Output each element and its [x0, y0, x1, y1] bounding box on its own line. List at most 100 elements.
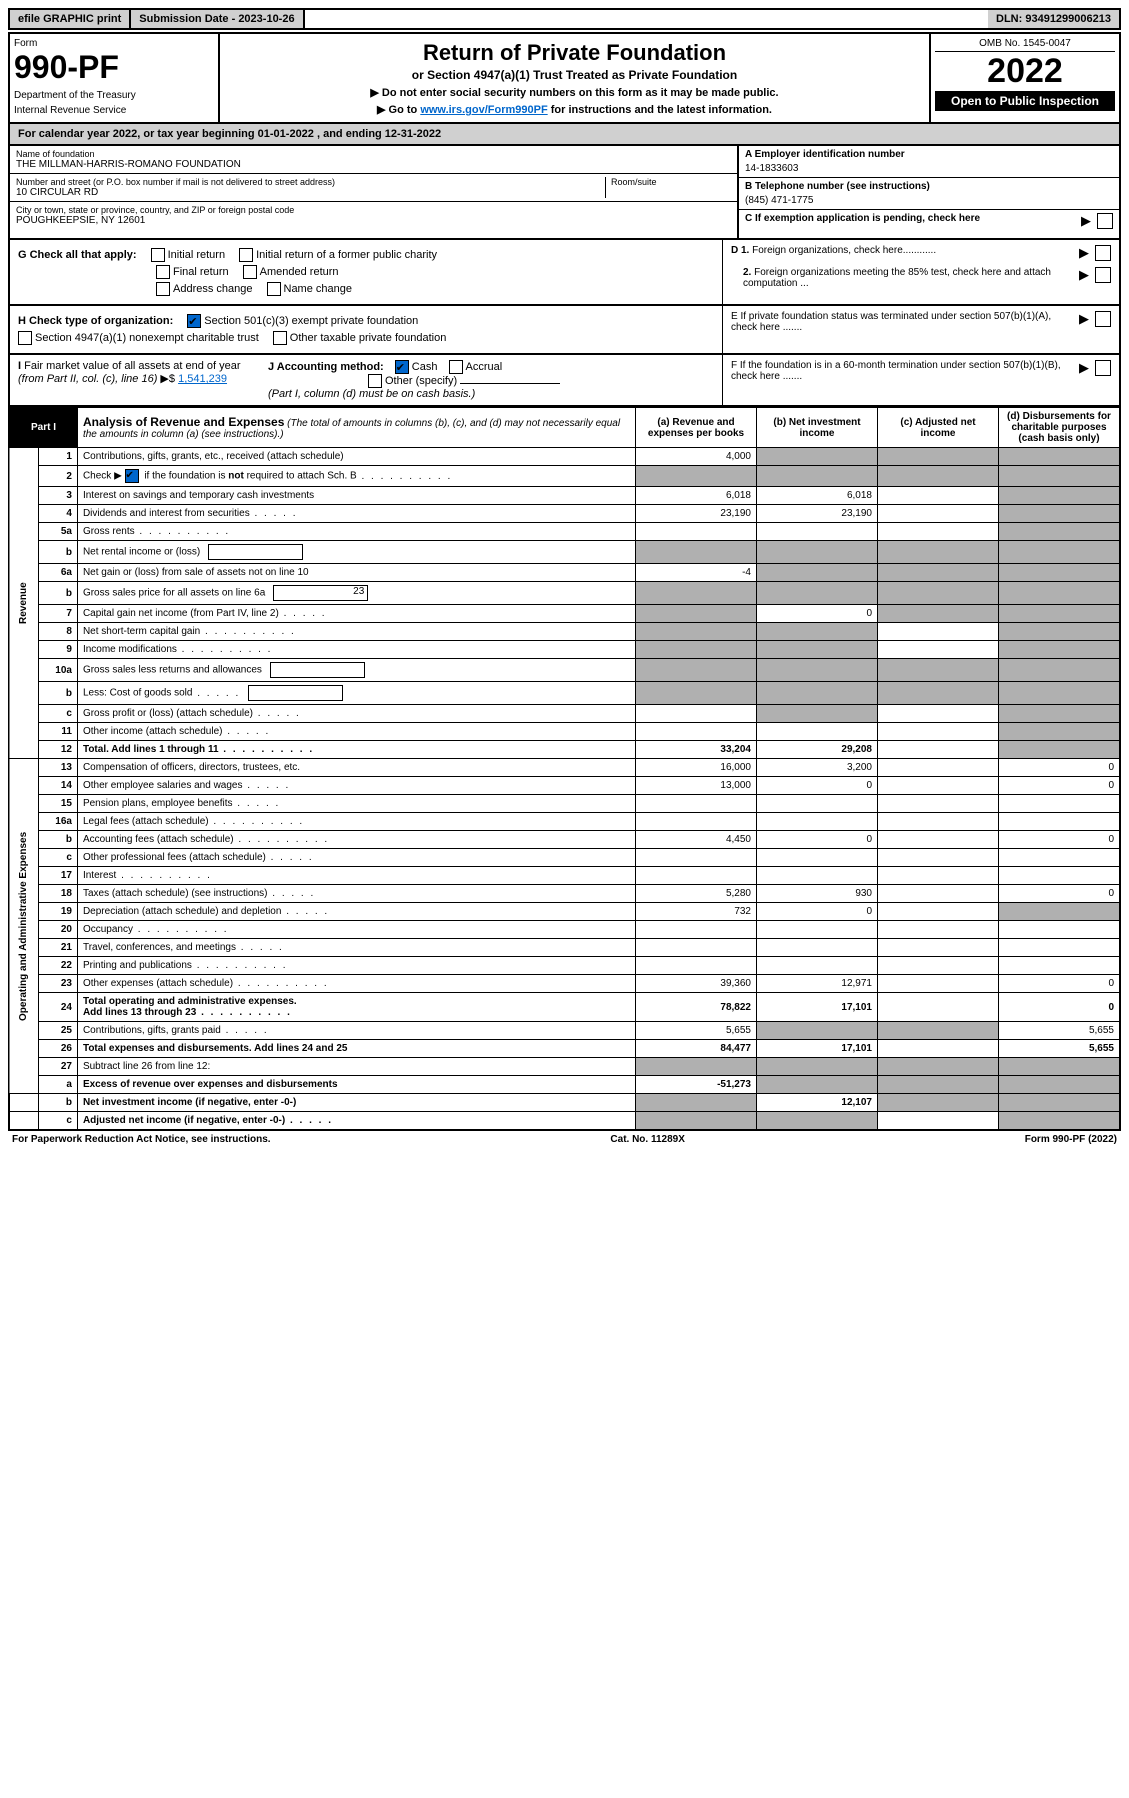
schb-checkbox[interactable]: ✔ [125, 469, 139, 483]
j-note: (Part I, column (d) must be on cash basi… [268, 388, 560, 400]
header-mid: Return of Private Foundation or Section … [220, 34, 931, 122]
table-row: 23Other expenses (attach schedule) 39,36… [9, 975, 1120, 993]
j-label: J Accounting method: [268, 361, 384, 373]
other-checkbox[interactable] [368, 374, 382, 388]
table-row: 6aNet gain or (loss) from sale of assets… [9, 564, 1120, 582]
footer-right: Form 990-PF (2022) [1025, 1134, 1117, 1145]
irs-label: Internal Revenue Service [14, 105, 214, 116]
table-row: 19Depreciation (attach schedule) and dep… [9, 903, 1120, 921]
calendar-year-line: For calendar year 2022, or tax year begi… [8, 124, 1121, 146]
table-row: cOther professional fees (attach schedul… [9, 849, 1120, 867]
accrual-checkbox[interactable] [449, 360, 463, 374]
form-label: Form [14, 38, 214, 49]
table-row: 17Interest [9, 867, 1120, 885]
table-row: 24Total operating and administrative exp… [9, 993, 1120, 1022]
table-row: 14Other employee salaries and wages 13,0… [9, 777, 1120, 795]
exemption-label: C If exemption application is pending, c… [745, 213, 1081, 224]
ein-value: 14-1833603 [745, 163, 1113, 174]
arrow-icon: ▶ [1081, 213, 1091, 229]
h1-checkbox[interactable]: ✔ [187, 314, 201, 328]
table-row: 9Income modifications [9, 641, 1120, 659]
phone-label: B Telephone number (see instructions) [745, 181, 1113, 192]
e-label: E If private foundation status was termi… [731, 311, 1079, 333]
table-row: cGross profit or (loss) (attach schedule… [9, 705, 1120, 723]
table-row: bGross sales price for all assets on lin… [9, 582, 1120, 605]
table-row: 25Contributions, gifts, grants paid 5,65… [9, 1022, 1120, 1040]
footer-left: For Paperwork Reduction Act Notice, see … [12, 1134, 271, 1145]
form-subtitle: or Section 4947(a)(1) Trust Treated as P… [226, 68, 923, 82]
initial-return-checkbox[interactable] [151, 248, 165, 262]
table-row: 15Pension plans, employee benefits [9, 795, 1120, 813]
address-change-checkbox[interactable] [156, 282, 170, 296]
name-label: Name of foundation [16, 149, 731, 159]
table-row: 21Travel, conferences, and meetings [9, 939, 1120, 957]
footer: For Paperwork Reduction Act Notice, see … [8, 1131, 1121, 1148]
table-row: 7Capital gain net income (from Part IV, … [9, 605, 1120, 623]
tax-year: 2022 [935, 52, 1115, 91]
f-checkbox[interactable] [1095, 360, 1111, 376]
exemption-checkbox[interactable] [1097, 213, 1113, 229]
form-header: Form 990-PF Department of the Treasury I… [8, 32, 1121, 124]
final-return-checkbox[interactable] [156, 265, 170, 279]
dept-treasury: Department of the Treasury [14, 90, 214, 101]
table-row: 26Total expenses and disbursements. Add … [9, 1040, 1120, 1058]
e-checkbox[interactable] [1095, 311, 1111, 327]
top-bar: efile GRAPHIC print Submission Date - 20… [8, 8, 1121, 30]
form-title: Return of Private Foundation [226, 40, 923, 66]
part1-title: Analysis of Revenue and Expenses [83, 415, 284, 429]
city-label: City or town, state or province, country… [16, 205, 731, 215]
h2-checkbox[interactable] [18, 331, 32, 345]
submission-date: Submission Date - 2023-10-26 [131, 10, 304, 28]
col-a-header: (a) Revenue and expenses per books [636, 408, 757, 448]
table-row: 3Interest on savings and temporary cash … [9, 487, 1120, 505]
table-row: bNet rental income or (loss) [9, 541, 1120, 564]
table-row: 22Printing and publications [9, 957, 1120, 975]
city-state-zip: POUGHKEEPSIE, NY 12601 [16, 215, 731, 226]
table-row: 20Occupancy [9, 921, 1120, 939]
d2-checkbox[interactable] [1095, 267, 1111, 283]
header-left: Form 990-PF Department of the Treasury I… [10, 34, 220, 122]
table-row: bLess: Cost of goods sold [9, 682, 1120, 705]
dln: DLN: 93491299006213 [988, 10, 1119, 28]
revenue-side-label: Revenue [9, 448, 38, 759]
header-right: OMB No. 1545-0047 2022 Open to Public In… [931, 34, 1119, 122]
f-label: F If the foundation is in a 60-month ter… [731, 360, 1079, 382]
table-row: 8Net short-term capital gain [9, 623, 1120, 641]
initial-former-checkbox[interactable] [239, 248, 253, 262]
omb-no: OMB No. 1545-0047 [935, 38, 1115, 52]
table-row: 11Other income (attach schedule) [9, 723, 1120, 741]
d1-checkbox[interactable] [1095, 245, 1111, 261]
note-link: ▶ Go to www.irs.gov/Form990PF for instru… [226, 103, 923, 116]
h3-checkbox[interactable] [273, 331, 287, 345]
table-row: 4Dividends and interest from securities … [9, 505, 1120, 523]
table-row: 16aLegal fees (attach schedule) [9, 813, 1120, 831]
table-row: 18Taxes (attach schedule) (see instructi… [9, 885, 1120, 903]
cash-checkbox[interactable]: ✔ [395, 360, 409, 374]
check-grid-ij: I Fair market value of all assets at end… [8, 355, 1121, 407]
table-row: Operating and Administrative Expenses 13… [9, 759, 1120, 777]
addr-label: Number and street (or P.O. box number if… [16, 177, 605, 187]
open-inspection: Open to Public Inspection [935, 91, 1115, 111]
amended-return-checkbox[interactable] [243, 265, 257, 279]
ein-label: A Employer identification number [745, 149, 1113, 160]
phone-value: (845) 471-1775 [745, 195, 1113, 206]
irs-link[interactable]: www.irs.gov/Form990PF [420, 104, 547, 116]
h-label: H Check type of organization: [18, 315, 173, 327]
table-row: 2Check ▶ ✔ if the foundation is not requ… [9, 466, 1120, 487]
check-grid-g: G Check all that apply: Initial return I… [8, 240, 1121, 306]
table-row: 10aGross sales less returns and allowanc… [9, 659, 1120, 682]
form-number: 990-PF [14, 49, 214, 86]
part1-label: Part I [9, 408, 77, 448]
efile-label: efile GRAPHIC print [10, 10, 131, 28]
table-row: cAdjusted net income (if negative, enter… [9, 1112, 1120, 1131]
note-ssn: ▶ Do not enter social security numbers o… [226, 86, 923, 99]
expenses-side-label: Operating and Administrative Expenses [9, 759, 38, 1094]
table-row: 5aGross rents [9, 523, 1120, 541]
table-row: bNet investment income (if negative, ent… [9, 1094, 1120, 1112]
fmv-value: 1,541,239 [178, 373, 227, 385]
name-change-checkbox[interactable] [267, 282, 281, 296]
table-row: aExcess of revenue over expenses and dis… [9, 1076, 1120, 1094]
info-block: Name of foundation THE MILLMAN-HARRIS-RO… [8, 146, 1121, 240]
col-d-header: (d) Disbursements for charitable purpose… [999, 408, 1121, 448]
g-label: G Check all that apply: [18, 249, 137, 261]
